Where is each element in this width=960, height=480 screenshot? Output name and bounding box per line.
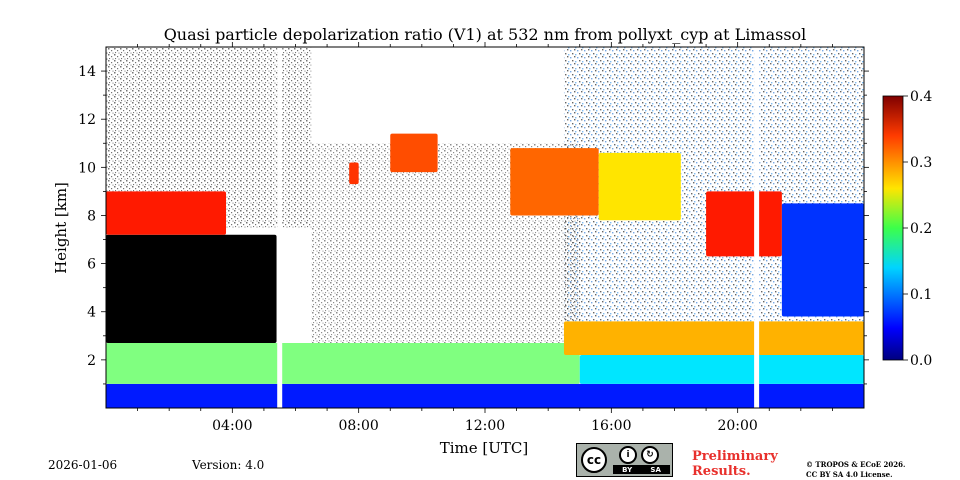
x-tick-label: 20:00 bbox=[717, 418, 757, 434]
license-strip: BY SA bbox=[613, 465, 670, 474]
cc-icon: cc bbox=[581, 447, 607, 473]
plot-overlay bbox=[277, 47, 760, 408]
heatmap-region bbox=[390, 133, 438, 173]
footer-version: Version: 4.0 bbox=[192, 458, 265, 472]
heatmap-region bbox=[349, 162, 359, 185]
colorbar-tick-label: 0.1 bbox=[910, 287, 932, 303]
x-tick-label: 04:00 bbox=[212, 418, 252, 434]
y-tick-label: 14 bbox=[78, 64, 96, 80]
y-tick-label: 4 bbox=[87, 305, 96, 321]
chart-title: Quasi particle depolarization ratio (V1)… bbox=[163, 25, 807, 44]
x-axis-label: Time [UTC] bbox=[440, 439, 529, 457]
x-axis: 04:00 08:00 12:00 16:00 20:00 bbox=[137, 42, 833, 434]
y-tick-label: 6 bbox=[87, 257, 96, 273]
copyright-line-2: CC BY SA 4.0 License. bbox=[806, 470, 893, 479]
x-tick-label: 16:00 bbox=[591, 418, 631, 434]
footer-date: 2026-01-06 bbox=[48, 458, 118, 472]
preliminary-note: Preliminary Results. bbox=[692, 449, 778, 479]
heatmap-region bbox=[563, 321, 864, 356]
plot-area bbox=[106, 47, 864, 408]
heatmap-region bbox=[106, 343, 580, 384]
license-by-label: BY bbox=[622, 465, 633, 474]
heatmap-region bbox=[106, 191, 227, 235]
data-gap bbox=[754, 47, 760, 408]
y-axis-label: Height [km] bbox=[52, 182, 70, 274]
copyright-line-1: © TROPOS & ECoE 2026. bbox=[806, 460, 906, 469]
colorbar bbox=[882, 95, 904, 361]
cc-license-badge[interactable]: cc i ↻ BY SA bbox=[576, 443, 673, 477]
y-axis: 2 4 6 8 10 12 14 bbox=[78, 64, 869, 385]
x-tick-label: 08:00 bbox=[338, 418, 378, 434]
y-tick-label: 10 bbox=[78, 160, 96, 176]
heatmap-region bbox=[510, 148, 599, 216]
heatmap-region bbox=[106, 234, 277, 344]
preliminary-line-1: Preliminary bbox=[692, 449, 778, 464]
share-alike-icon: ↻ bbox=[641, 446, 659, 464]
heatmap-region bbox=[579, 355, 864, 384]
colorbar-tick-label: 0.4 bbox=[910, 89, 932, 105]
heatmap-region bbox=[781, 203, 864, 317]
heatmap-region bbox=[706, 191, 782, 257]
y-tick-label: 12 bbox=[78, 112, 96, 128]
data-gap bbox=[277, 47, 283, 408]
x-tick-label: 12:00 bbox=[465, 418, 505, 434]
colorbar-axis: 0.0 0.1 0.2 0.3 0.4 bbox=[903, 89, 932, 369]
y-tick-label: 8 bbox=[87, 208, 96, 224]
copyright-note: © TROPOS & ECoE 2026. CC BY SA 4.0 Licen… bbox=[806, 460, 905, 480]
colorbar-tick-label: 0.3 bbox=[910, 155, 932, 171]
license-sa-label: SA bbox=[650, 465, 661, 474]
heatmap-region bbox=[106, 383, 864, 408]
heatmap-region bbox=[598, 152, 681, 221]
colorbar-tick-label: 0.0 bbox=[910, 353, 932, 369]
preliminary-line-2: Results. bbox=[692, 464, 751, 479]
colorbar-tick-label: 0.2 bbox=[910, 221, 932, 237]
person-icon: i bbox=[619, 446, 637, 464]
y-tick-label: 2 bbox=[87, 353, 96, 369]
